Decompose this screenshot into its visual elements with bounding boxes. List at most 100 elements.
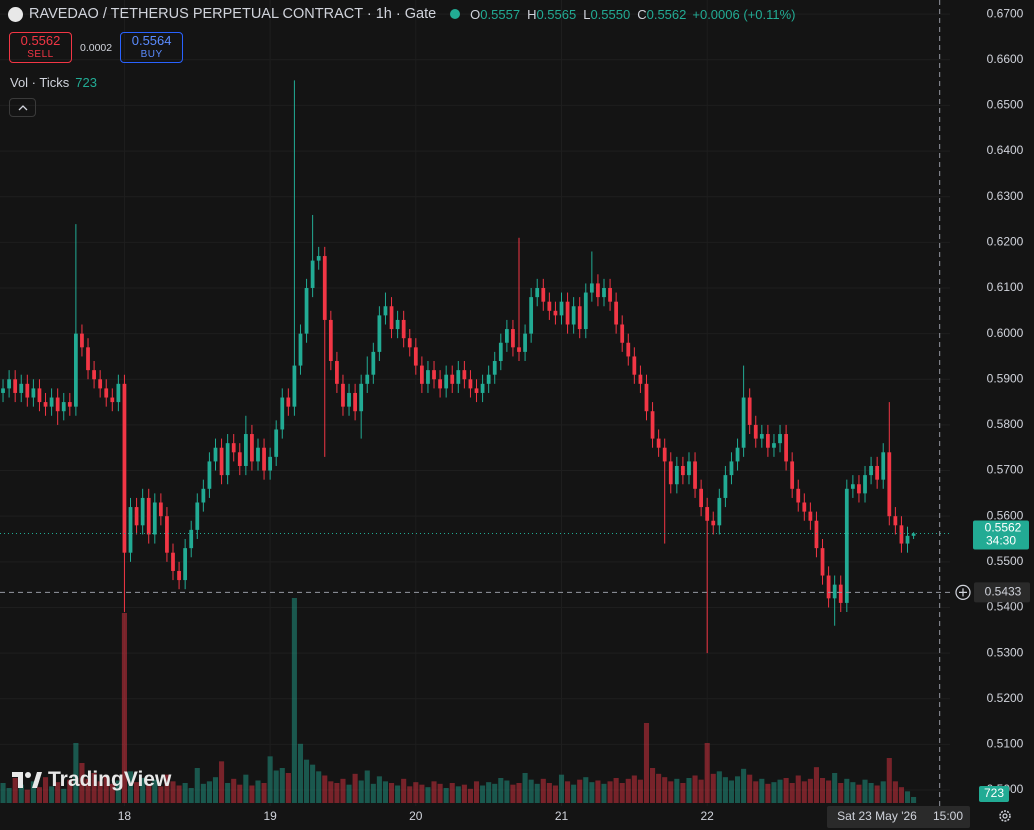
volume-bar [777, 779, 783, 803]
volume-bar [364, 770, 370, 803]
candle-body [553, 310, 558, 316]
volume-bar [473, 781, 480, 803]
candle-body [420, 365, 424, 384]
volume-bar [243, 774, 249, 803]
volume-bar [36, 787, 43, 803]
candle-body [644, 383, 649, 412]
crosshair-add-icon [955, 584, 971, 601]
candle-body [626, 342, 631, 357]
y-tick-label: 0.5300 [987, 645, 1024, 659]
crosshair-price-label: 0.5433 [985, 585, 1022, 599]
volume-bar [328, 781, 334, 803]
volume-bar [856, 784, 862, 803]
y-tick-label: 0.6200 [987, 235, 1024, 249]
candle-body [602, 287, 606, 298]
volume-bar [449, 783, 455, 803]
volume-bar [67, 779, 73, 803]
candle-body [286, 397, 291, 407]
candle-body [165, 516, 169, 553]
candle-body [407, 338, 412, 348]
candle-body [177, 570, 181, 581]
volume-bar [401, 778, 407, 803]
candle-body [559, 301, 564, 316]
volume-bar [182, 783, 188, 803]
candle-body [632, 356, 637, 375]
candle-body [98, 379, 103, 389]
volume-bar [747, 774, 753, 803]
candle-body [529, 297, 534, 334]
y-tick-label: 0.5700 [987, 463, 1024, 477]
candle-body [80, 333, 84, 348]
volume-bar [880, 781, 886, 803]
volume-bar [176, 785, 182, 803]
watermark-logo [12, 772, 42, 788]
candle-body [905, 535, 910, 544]
volume-bar [577, 779, 583, 803]
y-tick-label: 0.6600 [987, 52, 1024, 66]
symbol-title[interactable]: RAVEDAO / TETHERUS PERPETUAL CONTRACT · … [29, 6, 437, 22]
candle-body [359, 383, 364, 412]
volume-bar [419, 784, 425, 803]
candle-body [735, 447, 740, 462]
volume-bar [461, 784, 467, 803]
volume-bar [498, 778, 504, 803]
volume-bar [231, 778, 237, 803]
ohlc-key: O [470, 6, 481, 22]
settings-icon [999, 810, 1011, 822]
candle-body [116, 383, 121, 403]
volume-bar [516, 783, 522, 803]
volume-bar [431, 781, 437, 803]
volume-bar [158, 786, 164, 803]
buy-button[interactable]: 0.5564 BUY [120, 32, 184, 63]
crosshair-date-label: Sat 23 May '26 [837, 809, 917, 823]
candle-body [371, 351, 376, 375]
volume-bar [534, 783, 540, 803]
candle-body [535, 287, 540, 298]
volume-bar [583, 777, 589, 803]
crosshair-time-label: 15:00 [933, 809, 963, 823]
collapse-button[interactable] [9, 98, 36, 117]
y-tick-label: 0.5400 [987, 600, 1024, 614]
volume-bar [279, 768, 285, 803]
settings-button[interactable] [999, 810, 1011, 822]
volume-bar [898, 787, 904, 803]
candle-body [814, 520, 819, 549]
volume-bar [79, 763, 85, 803]
volume-bar [219, 761, 225, 803]
volume-bar [206, 781, 212, 803]
volume-bar [425, 787, 431, 803]
volume-bar [601, 783, 607, 803]
price-change: +0.0006 (+0.11%) [692, 6, 796, 22]
volume-bar [18, 784, 24, 803]
volume-bar [698, 779, 704, 803]
candle-body [413, 347, 418, 366]
candle-body [401, 319, 406, 339]
candle-body [262, 447, 266, 471]
candle-body [92, 370, 96, 380]
volume-bar [546, 783, 552, 803]
volume-bar [510, 784, 516, 803]
sell-label: SELL [27, 48, 54, 60]
volume-bar [850, 782, 856, 803]
ohlc-item: L0.5550 [583, 7, 630, 22]
candle-body [881, 452, 886, 480]
volume-bar [310, 764, 316, 803]
ohlc-item: H0.5565 [527, 7, 576, 22]
candle-body [747, 397, 752, 425]
candle-body [268, 456, 273, 471]
candle-body [195, 502, 200, 530]
volume-bar [619, 783, 625, 803]
candle-body [608, 287, 612, 302]
ohlc-value: 0.5550 [590, 6, 631, 22]
volume-bar [807, 778, 813, 803]
sell-button[interactable]: 0.5562 SELL [9, 32, 72, 63]
x-tick-label: 18 [118, 809, 132, 823]
symbol-icon [8, 6, 23, 22]
candle-body [687, 461, 691, 476]
volume-bar [838, 783, 844, 803]
candle-body [717, 497, 722, 526]
candle-body [729, 461, 734, 476]
volume-legend-value: 723 [75, 75, 97, 90]
